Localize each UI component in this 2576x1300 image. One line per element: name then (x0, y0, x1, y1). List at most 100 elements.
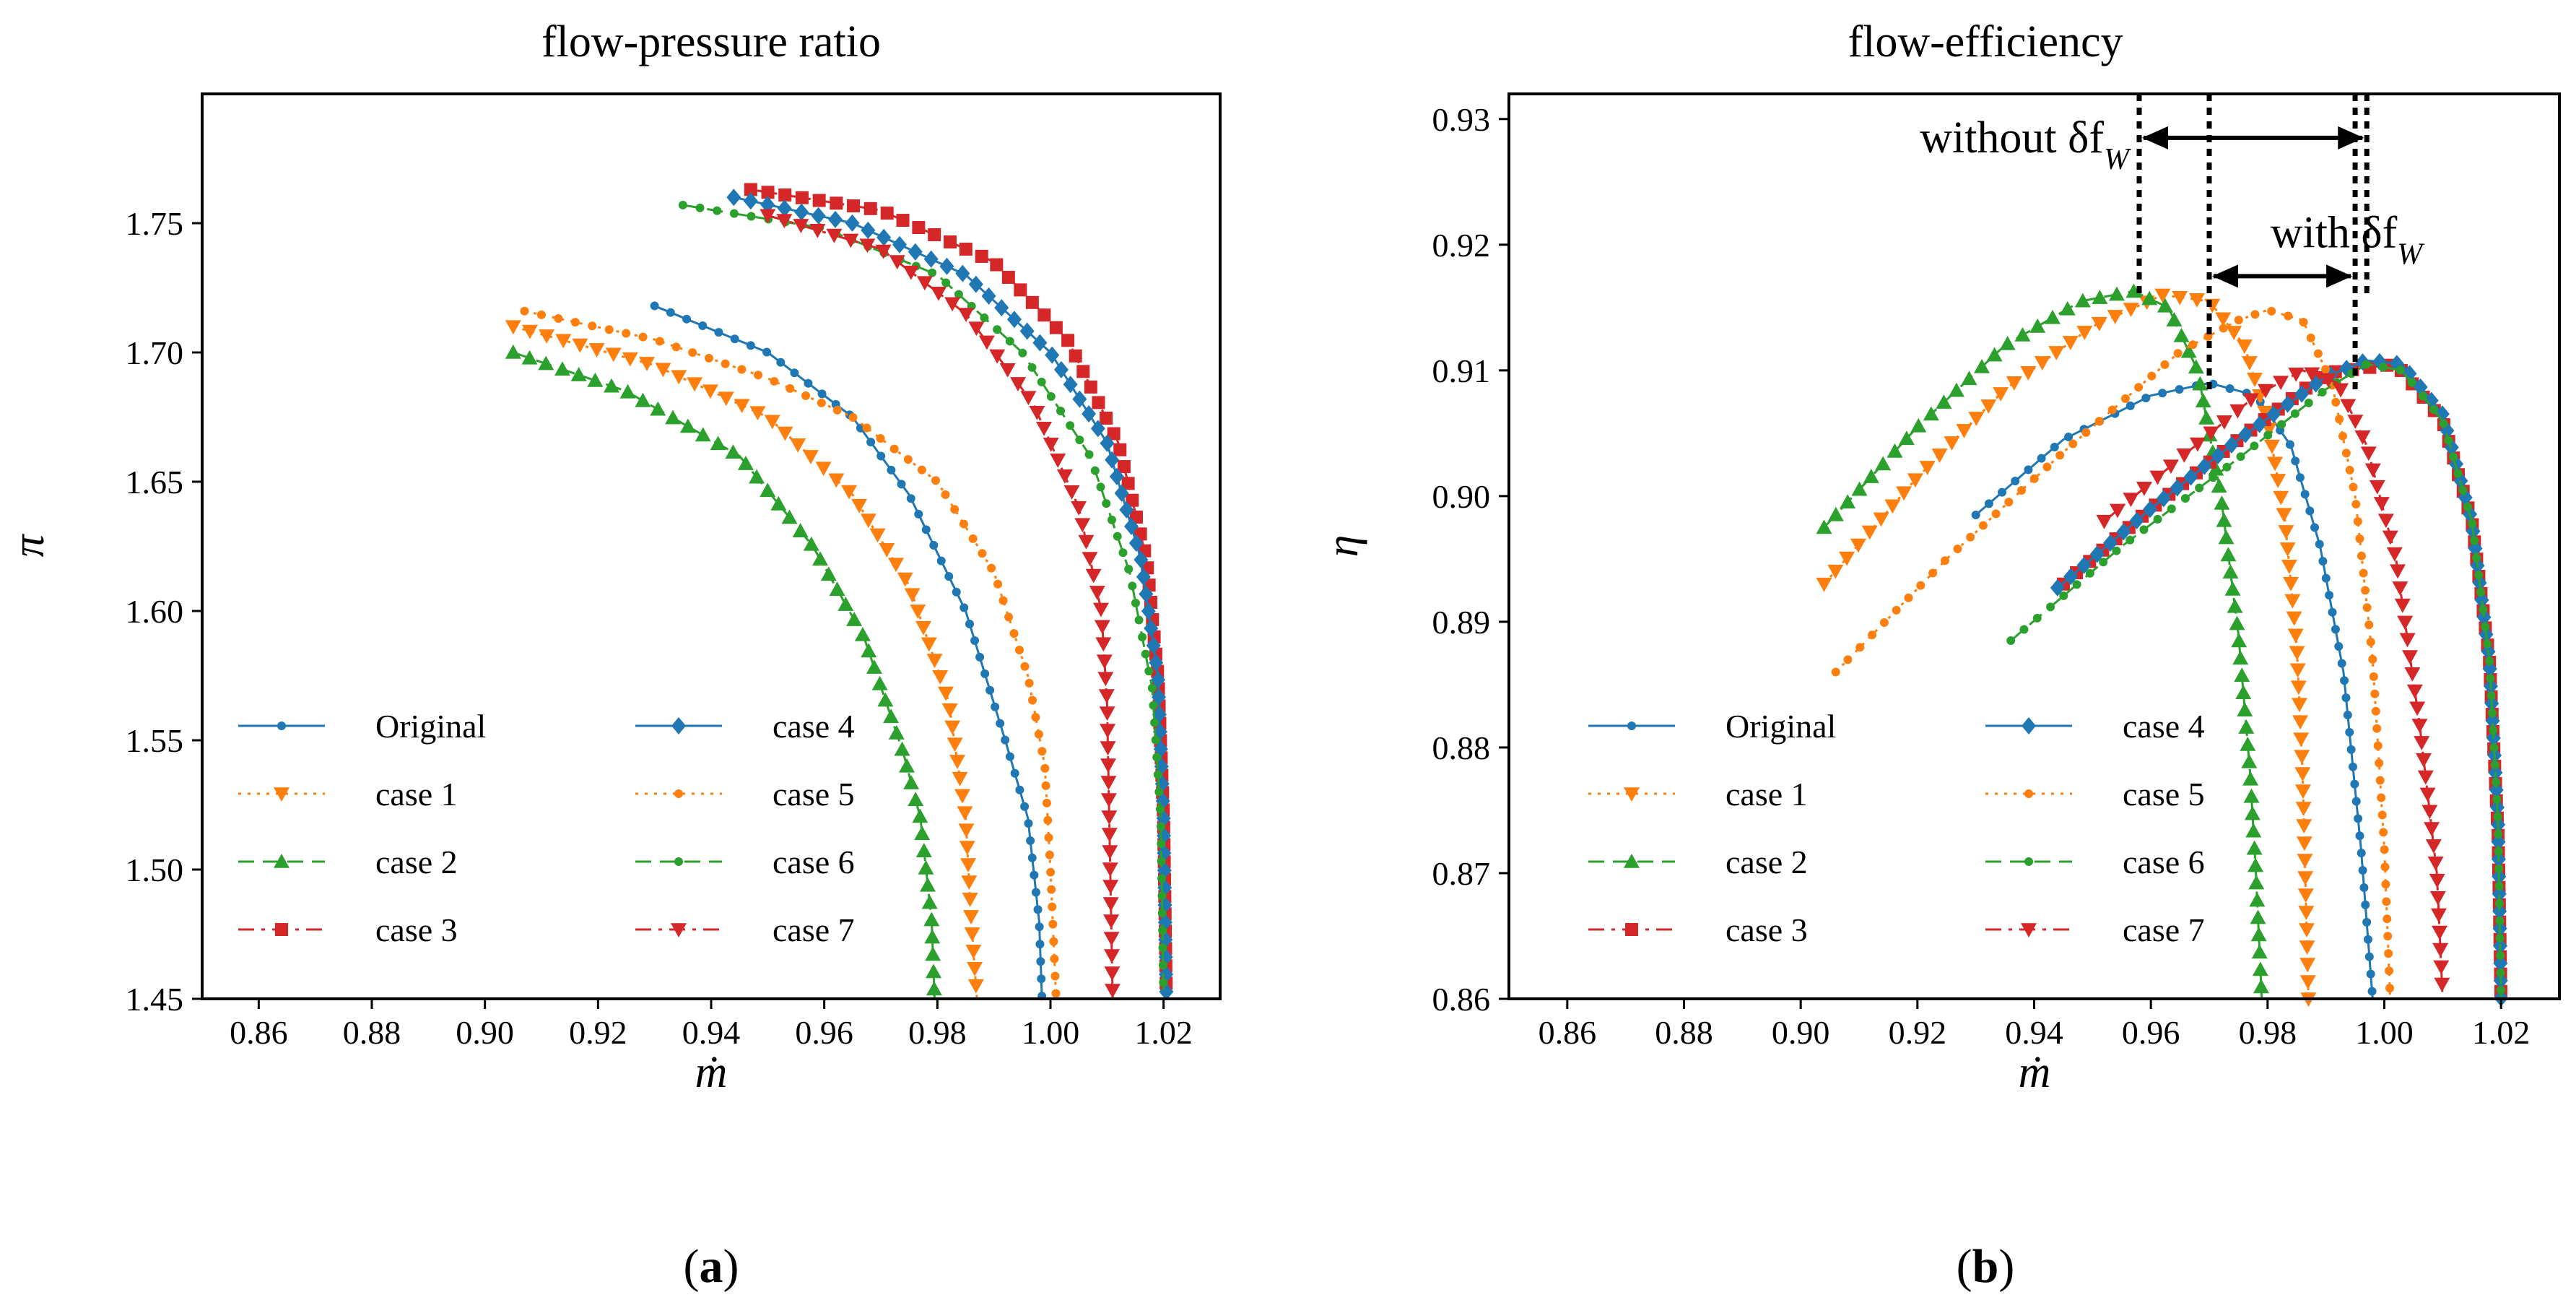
panel-b-point-original (2175, 385, 2184, 394)
panel-b-point-case-4 (2183, 468, 2198, 486)
panel-b-point-original (1984, 499, 1993, 508)
panel-a-point-original (980, 669, 990, 678)
panel-a-point-case-5 (554, 313, 563, 323)
panel-a-point-case-7 (1089, 586, 1105, 600)
panel-a-point-original (762, 347, 772, 357)
panel-a-point-case-7 (1102, 897, 1119, 912)
panel-a-point-original (1035, 922, 1044, 932)
panel-a-point-case-1 (967, 961, 983, 976)
panel-b-point-case-7 (2176, 448, 2193, 463)
panel-a-x-tick-label: 0.92 (569, 1014, 627, 1051)
panel-a-point-case-6 (1157, 909, 1167, 918)
panel-a-point-case-7 (1101, 810, 1118, 826)
panel-a-point-original (929, 541, 939, 550)
panel-b-point-case-2 (1863, 469, 1879, 483)
panel-b-point-case-5 (1916, 581, 1926, 590)
panel-a-caption: (a) (684, 1240, 739, 1293)
panel-a-point-case-3 (1061, 334, 1075, 347)
panel-a-point-case-4 (1144, 620, 1159, 638)
panel-b-series-case-3 (2056, 358, 2507, 1000)
panel-a-legend-marker-case-7 (671, 923, 687, 937)
panel-b-point-case-1 (2286, 611, 2302, 626)
panel-a-point-case-6 (1154, 787, 1164, 797)
panel-a-point-original (936, 556, 946, 566)
panel-a-legend-entry-case-1: case 1 (238, 776, 458, 812)
panel-b-point-case-7 (2354, 430, 2371, 445)
panel-a-point-original (1026, 836, 1035, 845)
panel-b-point-case-1 (2279, 542, 2296, 557)
panel-a-point-case-6 (1134, 615, 1144, 625)
panel-b-point-case-7 (2414, 736, 2430, 750)
panel-b-point-case-5 (2029, 474, 2039, 483)
panel-b-point-case-2 (2014, 326, 2031, 342)
panel-a-point-case-1 (622, 352, 638, 367)
panel-b-point-case-5 (2357, 551, 2366, 560)
panel-b-point-case-7 (2347, 415, 2364, 430)
panel-b-annotation-arrowhead (2338, 126, 2364, 150)
panel-b-point-case-6 (2099, 558, 2108, 567)
panel-a-point-case-6 (1056, 407, 1066, 416)
panel-a-point-case-5 (1044, 833, 1053, 842)
panel-b-point-case-6 (2489, 743, 2499, 753)
panel-a-point-original (790, 368, 799, 378)
panel-b-point-case-2 (1827, 506, 1844, 521)
panel-a-point-case-6 (1084, 450, 1094, 459)
panel-b-y-tick-label: 0.93 (1432, 101, 1491, 138)
panel-a-point-case-1 (638, 357, 655, 371)
panel-b-point-original (2328, 607, 2337, 617)
panel-a-point-case-5 (1041, 781, 1050, 790)
panel-a-point-case-5 (801, 391, 811, 400)
panel-b-point-original (2321, 573, 2331, 583)
panel-a-point-case-7 (776, 214, 793, 229)
panel-a-x-tick-label: 0.98 (908, 1014, 967, 1051)
panel-b-point-case-2 (2231, 633, 2248, 648)
panel-a-point-case-4 (1139, 585, 1154, 603)
panel-b-x-tick-label: 0.98 (2239, 1014, 2297, 1051)
panel-a-point-case-2 (554, 361, 570, 376)
panel-b-point-case-5 (2341, 448, 2351, 458)
panel-a-point-original (1005, 752, 1014, 761)
panel-b-point-case-1 (2294, 750, 2310, 765)
panel-a-point-case-4 (828, 210, 843, 228)
panel-a-point-case-2 (915, 843, 932, 857)
panel-a-point-case-2 (829, 581, 845, 596)
panel-a-point-case-6 (1156, 822, 1165, 831)
panel-a-point-case-6 (1075, 436, 1084, 445)
panel-b-point-case-6 (2429, 405, 2438, 415)
panel-b-point-case-5 (2055, 451, 2065, 460)
panel-a-point-case-6 (1131, 598, 1140, 607)
panel-b-point-case-1 (2034, 356, 2050, 370)
panel-b-point-case-6 (2304, 398, 2313, 407)
panel-a-point-original (921, 525, 931, 534)
panel-b-point-case-1 (2123, 303, 2139, 318)
panel-a-legend-label-case-6: case 6 (773, 844, 855, 880)
panel-a-point-case-4 (1082, 404, 1097, 422)
panel-b-letter: b (1972, 1240, 1999, 1293)
panel-b-legend-entry-case-5: case 5 (1985, 776, 2205, 812)
panel-b-point-case-1 (1816, 577, 1832, 592)
panel-a-point-case-2 (854, 626, 871, 641)
panel-b-point-case-6 (2277, 420, 2286, 429)
panel-a-point-case-5 (1043, 815, 1053, 825)
panel-b-point-original (2354, 814, 2363, 823)
panel-b-point-case-4 (2211, 446, 2226, 464)
panel-a-point-original (944, 572, 954, 581)
panel-a-point-case-5 (968, 534, 978, 543)
panel-b-point-case-5 (1940, 556, 1949, 566)
panel-a-point-case-3 (1117, 460, 1131, 474)
panel-b-series-line-case-2 (1823, 290, 2263, 1000)
panel-a-point-case-2 (908, 792, 924, 807)
panel-b-point-case-5 (2320, 365, 2330, 374)
panel-b-x-tick-label: 0.92 (1889, 1014, 1947, 1051)
panel-a-point-case-7 (1100, 776, 1117, 791)
panel-a-point-case-7 (1074, 518, 1091, 533)
panel-a-point-case-4 (908, 243, 923, 261)
panel-a-point-case-1 (941, 703, 958, 718)
panel-a-point-case-1 (921, 637, 937, 652)
panel-a-point-case-4 (1136, 568, 1151, 586)
panel-b-point-case-5 (2381, 880, 2390, 889)
panel-a-point-case-7 (1104, 984, 1121, 999)
panel-a-point-case-6 (1113, 532, 1122, 541)
panel-b-point-case-2 (2252, 961, 2268, 976)
panel-a-point-case-3 (1126, 493, 1139, 507)
